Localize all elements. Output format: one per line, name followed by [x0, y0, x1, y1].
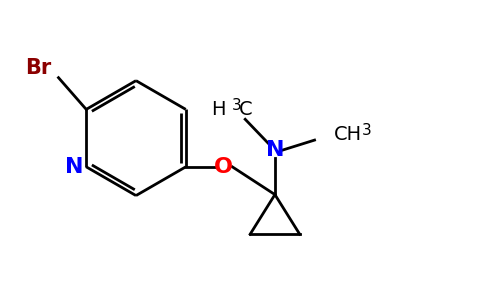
- Text: Br: Br: [26, 58, 52, 78]
- Text: N: N: [65, 157, 84, 177]
- Text: CH: CH: [334, 124, 363, 144]
- Text: O: O: [214, 157, 233, 177]
- Text: H: H: [211, 100, 226, 119]
- Text: 3: 3: [231, 98, 241, 113]
- Text: N: N: [266, 140, 284, 160]
- Text: C: C: [239, 100, 253, 119]
- Text: 3: 3: [362, 123, 372, 138]
